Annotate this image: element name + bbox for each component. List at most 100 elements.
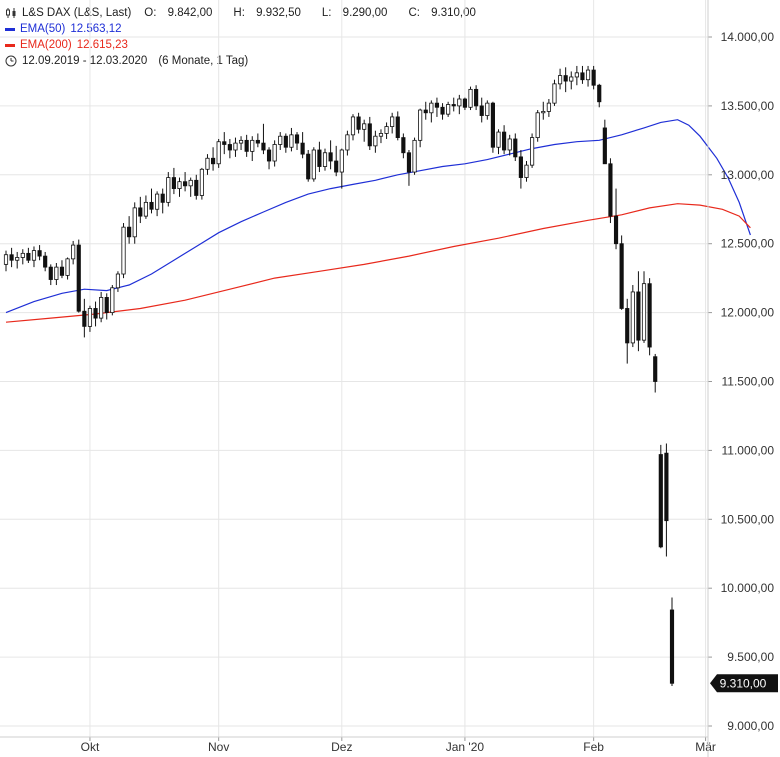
candle-body bbox=[384, 126, 389, 134]
candle-body bbox=[222, 141, 227, 145]
chart-legend: L&S DAX (L&S, Last) O: 9.842,00 H: 9.932… bbox=[5, 5, 492, 69]
candle bbox=[222, 132, 227, 155]
candle bbox=[513, 133, 518, 162]
candle bbox=[166, 172, 171, 207]
candle-body bbox=[289, 134, 294, 148]
candle bbox=[272, 140, 277, 167]
low-value: L: 9.290,00 bbox=[321, 7, 388, 19]
candle bbox=[485, 100, 490, 120]
candle-body bbox=[143, 201, 148, 217]
candle-body bbox=[138, 207, 143, 217]
candle bbox=[390, 112, 395, 134]
candle-body bbox=[261, 142, 266, 151]
candle-body bbox=[658, 454, 663, 548]
candle bbox=[356, 112, 361, 134]
ema200-line bbox=[5, 203, 751, 323]
candle-body bbox=[524, 164, 529, 178]
candle bbox=[210, 147, 216, 171]
candle-body bbox=[294, 134, 300, 144]
candle-body bbox=[205, 157, 210, 170]
candle bbox=[143, 195, 148, 219]
candle-body bbox=[574, 72, 579, 78]
candle bbox=[59, 260, 65, 279]
candle bbox=[99, 291, 104, 323]
candle-body bbox=[641, 283, 647, 341]
candle bbox=[451, 97, 456, 112]
candle-body bbox=[630, 291, 635, 344]
x-tick-label: Jan '20 bbox=[446, 740, 485, 754]
candle bbox=[48, 264, 53, 286]
candle-body bbox=[468, 88, 473, 108]
candle-body bbox=[530, 137, 535, 166]
candle-body bbox=[507, 138, 512, 151]
candle bbox=[289, 127, 294, 152]
candle bbox=[31, 246, 37, 268]
candle-body bbox=[418, 109, 423, 141]
legend-period: 12.09.2019 - 12.03.2020 (6 Monate, 1 Tag… bbox=[5, 53, 492, 69]
candle bbox=[406, 149, 412, 186]
candle-body bbox=[171, 177, 176, 189]
candle-body bbox=[429, 102, 434, 114]
candle bbox=[205, 154, 210, 175]
ema-lines bbox=[5, 119, 751, 323]
candle bbox=[138, 196, 143, 224]
candle bbox=[474, 85, 479, 111]
candle-body bbox=[446, 104, 451, 115]
candle bbox=[339, 148, 344, 189]
candle-body bbox=[322, 152, 328, 167]
candle-body bbox=[76, 244, 81, 312]
candle bbox=[9, 247, 14, 268]
candle-body bbox=[132, 207, 137, 238]
candle bbox=[328, 140, 333, 170]
candle-body bbox=[311, 149, 316, 180]
candle-body bbox=[334, 160, 339, 173]
candle bbox=[82, 298, 87, 338]
candle bbox=[149, 188, 154, 214]
clock-icon bbox=[5, 55, 17, 67]
candle bbox=[54, 262, 59, 286]
last-price-bg bbox=[710, 674, 778, 693]
candle bbox=[434, 97, 440, 117]
candle-body bbox=[613, 215, 619, 245]
candle-body bbox=[194, 179, 199, 196]
candle bbox=[87, 305, 93, 332]
candle-body bbox=[255, 139, 260, 144]
candle-body bbox=[569, 76, 574, 82]
candle bbox=[669, 597, 675, 687]
candle bbox=[300, 132, 305, 159]
candle bbox=[664, 443, 669, 557]
candle-body bbox=[602, 127, 607, 165]
candle bbox=[367, 116, 372, 150]
candle-body bbox=[518, 156, 523, 178]
ema50-line bbox=[5, 119, 751, 314]
candle-body bbox=[227, 144, 232, 151]
candle-body bbox=[496, 131, 501, 148]
candle bbox=[530, 133, 535, 168]
candle bbox=[283, 133, 288, 153]
candle bbox=[127, 216, 132, 244]
candle bbox=[552, 79, 557, 106]
candle bbox=[641, 271, 647, 343]
candle-body bbox=[619, 243, 624, 309]
candle-body bbox=[59, 266, 65, 276]
candle bbox=[250, 136, 255, 162]
candle-body bbox=[597, 84, 602, 103]
candle bbox=[373, 130, 378, 153]
candle-body bbox=[669, 609, 675, 684]
candle-body bbox=[210, 157, 216, 165]
candle bbox=[423, 101, 428, 120]
y-tick-label: 11.000,00 bbox=[722, 443, 775, 457]
candle-body bbox=[300, 142, 305, 155]
candle bbox=[591, 65, 596, 90]
candle bbox=[93, 301, 98, 327]
candle-body bbox=[87, 308, 93, 327]
candle bbox=[15, 251, 20, 269]
candle-body bbox=[440, 106, 445, 115]
candle bbox=[110, 285, 115, 316]
y-tick-label: 14.000,00 bbox=[721, 30, 775, 44]
candle-body bbox=[412, 139, 417, 173]
candle-body bbox=[434, 102, 440, 108]
candle bbox=[238, 136, 244, 150]
candlestick-icon bbox=[6, 8, 16, 18]
